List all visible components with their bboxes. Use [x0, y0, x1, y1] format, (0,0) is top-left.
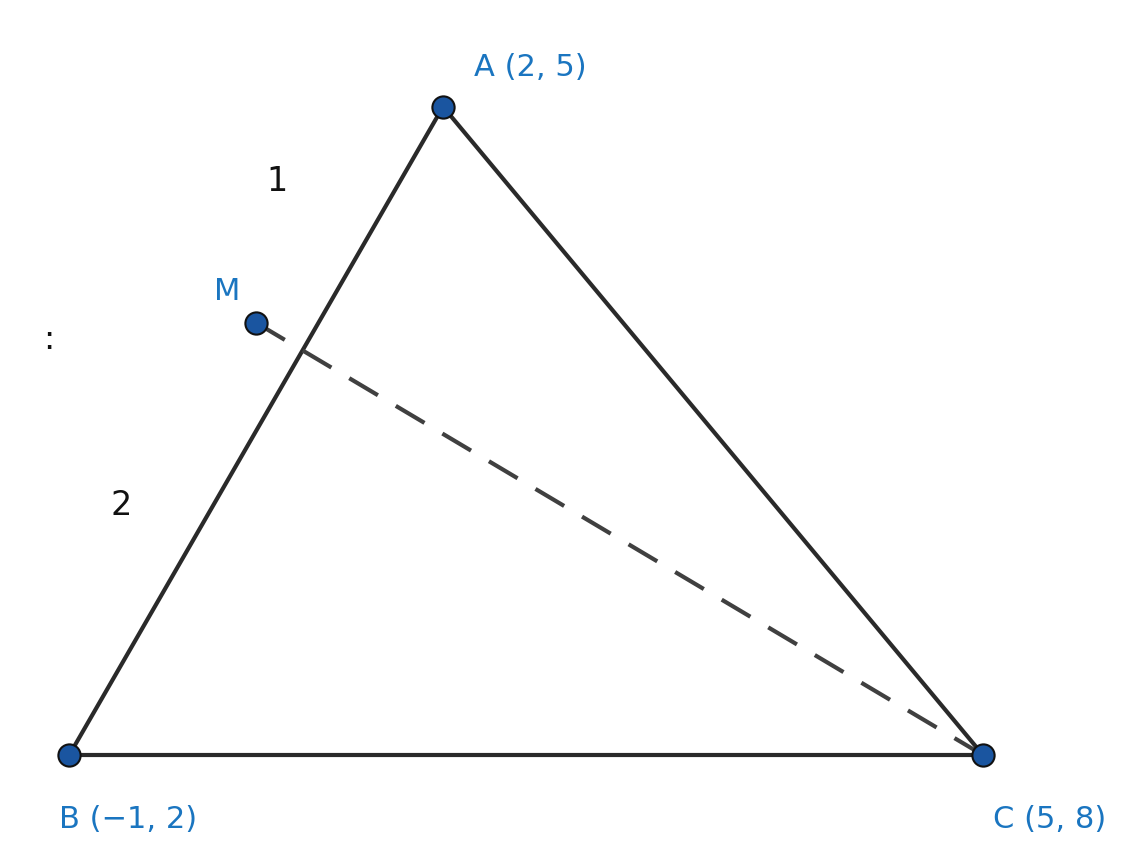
Text: A (2, 5): A (2, 5) [475, 53, 587, 81]
Text: 2: 2 [110, 489, 132, 522]
Text: 1: 1 [266, 165, 287, 198]
Text: C (5, 8): C (5, 8) [993, 805, 1106, 834]
Text: M: M [214, 277, 240, 306]
Text: :: : [43, 323, 54, 356]
Text: B (−1, 2): B (−1, 2) [58, 805, 197, 834]
